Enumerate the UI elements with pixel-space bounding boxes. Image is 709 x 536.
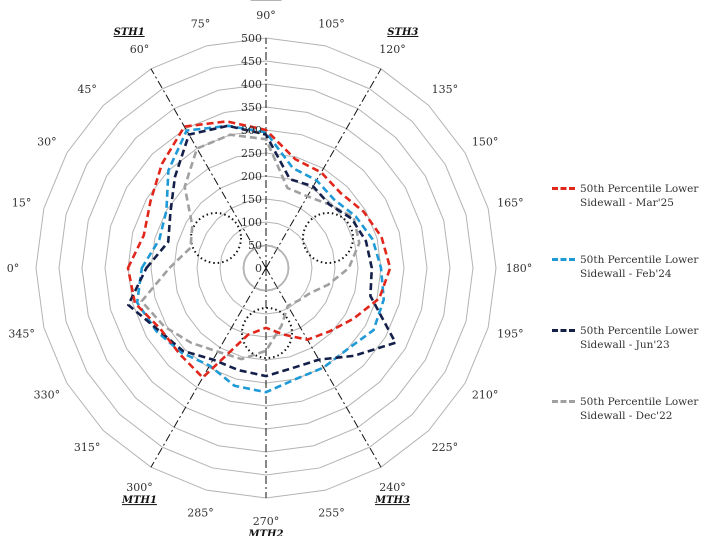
radial-tick-label: 0	[255, 262, 262, 275]
angle-label: 330°	[34, 389, 61, 402]
angle-label: 30°	[37, 136, 57, 149]
legend-label-dec22: 50th Percentile Lower Sidewall - Dec'22	[580, 396, 699, 422]
reference-label-mth3: MTH3	[374, 495, 410, 506]
angle-label: 150°	[472, 136, 499, 149]
angle-label: 60°	[130, 43, 150, 56]
sensor-region-circle	[190, 212, 242, 264]
legend-label-mar25: 50th Percentile Lower Sidewall - Mar'25	[580, 183, 699, 209]
radial-tick-label: 100	[241, 216, 262, 229]
angle-label: 90°	[256, 9, 276, 22]
grid-ring-100	[219, 221, 313, 315]
legend-label-feb24: 50th Percentile Lower Sidewall - Feb'24	[580, 254, 699, 280]
legend-swatch-feb24	[552, 258, 575, 261]
reference-label-mth2: MTH2	[248, 529, 284, 536]
angle-label: 45°	[77, 83, 97, 96]
angle-label: 105°	[318, 18, 345, 31]
legend-swatch-jun23	[552, 329, 575, 332]
angle-label: 195°	[497, 327, 524, 340]
grid-ring-450	[58, 60, 474, 476]
radial-tick-label: 500	[241, 32, 262, 45]
legend-swatch-mar25	[552, 187, 575, 190]
angle-label: 270°	[253, 515, 280, 528]
radial-tick-label: 400	[241, 78, 262, 91]
radial-tick-label: 50	[248, 239, 262, 252]
grid-ring-300	[127, 129, 405, 407]
legend-item-feb24: 50th Percentile Lower Sidewall - Feb'24	[552, 253, 708, 301]
reference-label-sth2: STH2	[250, 0, 281, 1]
reference-line-sth3	[265, 68, 382, 269]
legend: 50th Percentile Lower Sidewall - Mar'25 …	[552, 182, 708, 466]
angle-label: 0°	[7, 262, 20, 275]
legend-item-mar25: 50th Percentile Lower Sidewall - Mar'25	[552, 182, 708, 230]
angle-label: 135°	[432, 83, 459, 96]
radial-tick-label: 200	[241, 170, 262, 183]
radial-tick-label: 150	[241, 193, 262, 206]
angle-label: 180°	[506, 262, 533, 275]
angle-label: 255°	[318, 506, 345, 519]
radial-tick-label: 250	[241, 147, 262, 160]
radial-tick-label: 350	[241, 101, 262, 114]
series-line-1	[135, 124, 386, 394]
reference-line-mth3	[265, 267, 382, 468]
angle-label: 210°	[472, 389, 499, 402]
reference-line-sth1	[150, 68, 267, 269]
sensor-region-circle	[241, 307, 293, 359]
angle-label: 300°	[126, 481, 153, 494]
legend-label-jun23: 50th Percentile Lower Sidewall - Jun'23	[580, 325, 699, 351]
legend-swatch-dec22	[552, 400, 575, 403]
reference-label-sth1: STH1	[114, 27, 145, 38]
angle-label: 225°	[432, 441, 459, 454]
angle-label: 165°	[497, 197, 524, 210]
angle-label: 75°	[191, 18, 211, 31]
reference-label-sth3: STH3	[387, 27, 418, 38]
sensor-region-circle	[302, 212, 354, 264]
reference-label-mth1: MTH1	[121, 495, 157, 506]
angle-label: 15°	[12, 197, 32, 210]
angle-label: 345°	[8, 327, 35, 340]
series-line-2	[126, 124, 397, 378]
reference-line-mth1	[150, 267, 267, 468]
legend-item-dec22: 50th Percentile Lower Sidewall - Dec'22	[552, 395, 708, 443]
angle-label: 315°	[74, 441, 101, 454]
center-circle	[243, 245, 289, 291]
series-line-3	[140, 133, 361, 361]
angle-label: 120°	[379, 43, 406, 56]
legend-item-jun23: 50th Percentile Lower Sidewall - Jun'23	[552, 324, 708, 372]
angle-label: 285°	[187, 506, 214, 519]
radial-tick-label: 300	[241, 124, 262, 137]
radial-tick-label: 450	[241, 55, 262, 68]
angle-label: 240°	[379, 481, 406, 494]
